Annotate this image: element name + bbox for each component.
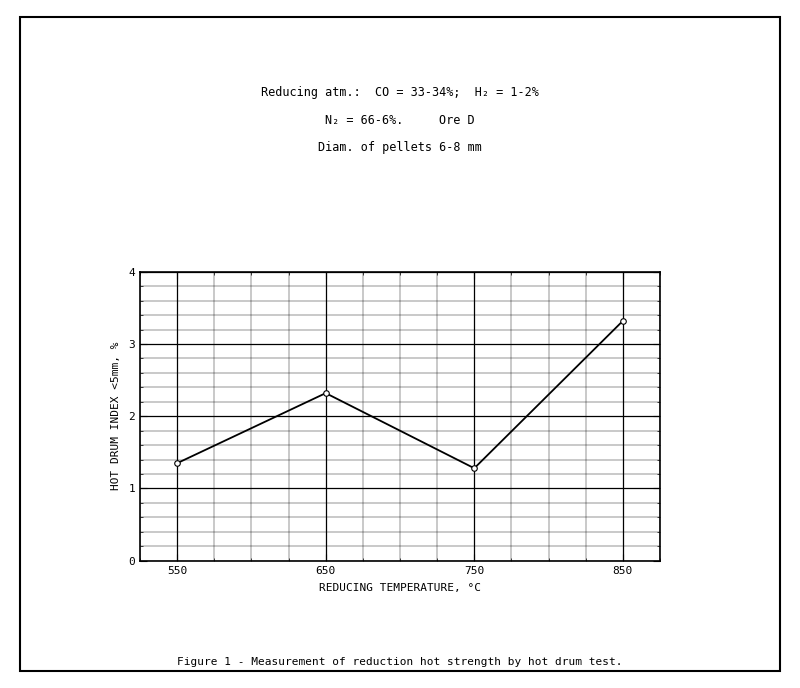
Text: Reducing atm.:  CO = 33-34%;  H₂ = 1-2%: Reducing atm.: CO = 33-34%; H₂ = 1-2%	[261, 87, 539, 99]
Y-axis label: HOT DRUM INDEX <5mm, %: HOT DRUM INDEX <5mm, %	[111, 342, 122, 491]
Text: Figure 1 - Measurement of reduction hot strength by hot drum test.: Figure 1 - Measurement of reduction hot …	[178, 657, 622, 667]
Text: Diam. of pellets 6-8 mm: Diam. of pellets 6-8 mm	[318, 142, 482, 154]
FancyBboxPatch shape	[20, 17, 780, 671]
Text: N₂ = 66-6%.     Ore D: N₂ = 66-6%. Ore D	[325, 114, 475, 127]
X-axis label: REDUCING TEMPERATURE, °C: REDUCING TEMPERATURE, °C	[319, 583, 481, 592]
